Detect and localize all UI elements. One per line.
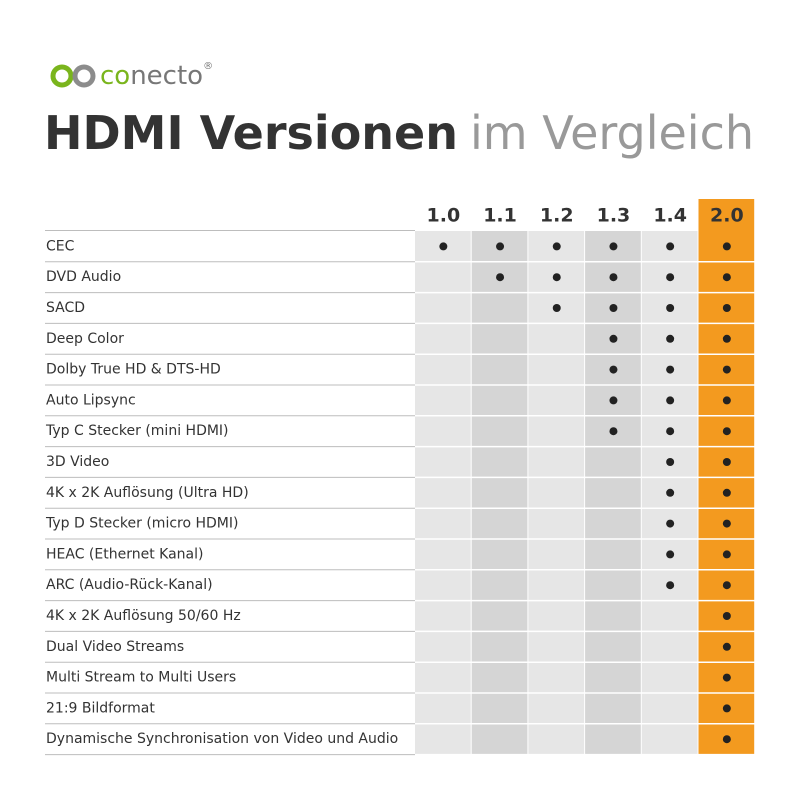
feature-label: Dynamische Synchronisation von Video und… <box>46 731 398 747</box>
support-dot <box>722 642 731 651</box>
support-dot <box>722 396 731 405</box>
highlight-header <box>698 199 755 231</box>
column-background <box>528 231 585 755</box>
support-dot <box>722 735 731 744</box>
support-dot <box>722 304 731 312</box>
support-dot <box>722 673 731 682</box>
support-dot <box>666 365 675 374</box>
logo-ring <box>72 64 96 88</box>
feature-label: Auto Lipsync <box>46 392 136 408</box>
feature-label: Deep Color <box>46 331 124 347</box>
feature-label: 21:9 Bildformat <box>46 700 155 716</box>
support-dot <box>666 519 675 528</box>
support-dot <box>666 488 675 497</box>
support-dot <box>609 396 618 405</box>
logo: conecto® <box>50 61 213 91</box>
support-dot <box>722 612 731 620</box>
support-dot <box>666 304 675 312</box>
support-dot <box>552 242 561 251</box>
column-background <box>585 231 641 755</box>
support-dot <box>666 334 675 343</box>
title-light: im Vergleich <box>470 106 754 160</box>
logo-ring <box>50 64 74 88</box>
feature-label: CEC <box>46 238 75 254</box>
feature-label: HEAC (Ethernet Kanal) <box>46 546 203 562</box>
support-dot <box>722 581 731 590</box>
logo-mark: ® <box>203 61 213 72</box>
support-dot <box>666 396 675 405</box>
feature-label: SACD <box>46 300 85 316</box>
support-dot <box>609 304 618 312</box>
feature-label: Dolby True HD & DTS-HD <box>46 362 221 378</box>
title-bold: HDMI Versionen <box>44 106 458 160</box>
feature-label: Dual Video Streams <box>46 639 184 655</box>
feature-label: DVD Audio <box>46 269 121 285</box>
support-dot <box>722 365 731 374</box>
feature-label: 3D Video <box>46 454 109 470</box>
support-dot <box>496 273 505 282</box>
feature-label: 4K x 2K Auflösung 50/60 Hz <box>46 608 241 624</box>
support-dot <box>439 242 448 251</box>
support-dot <box>609 242 618 251</box>
support-dot <box>722 704 731 713</box>
logo-suffix: necto <box>130 61 203 91</box>
column-header: 1.1 <box>483 205 517 227</box>
support-dot <box>666 550 675 559</box>
support-dot <box>552 273 561 282</box>
column-background <box>415 231 471 755</box>
feature-label: Multi Stream to Multi Users <box>46 670 236 686</box>
support-dot <box>666 273 675 282</box>
support-dot <box>609 334 618 343</box>
feature-label: Typ D Stecker (micro HDMI) <box>45 516 238 532</box>
support-dot <box>496 242 505 251</box>
logo-text: conecto® <box>100 61 213 91</box>
support-dot <box>609 273 618 282</box>
support-dot <box>609 427 618 436</box>
column-header: 1.4 <box>653 205 687 227</box>
support-dot <box>722 273 731 282</box>
support-dot <box>666 581 675 590</box>
column-header: 1.0 <box>427 205 461 227</box>
support-dot <box>666 458 675 466</box>
column-header: 2.0 <box>710 205 744 227</box>
feature-label: 4K x 2K Auflösung (Ultra HD) <box>46 485 249 501</box>
support-dot <box>722 488 731 497</box>
support-dot <box>722 334 731 343</box>
support-dot <box>722 519 731 528</box>
support-dot <box>666 242 675 251</box>
column-header: 1.3 <box>597 205 631 227</box>
feature-label: ARC (Audio-Rück-Kanal) <box>46 577 213 593</box>
support-dot <box>722 458 731 466</box>
support-dot <box>609 365 618 374</box>
support-dot <box>722 427 731 436</box>
title: HDMI Versionen im Vergleich <box>44 106 754 160</box>
table: 1.0 1.1 1.2 1.3 1.4 2.0 CEC DVD Audio SACD Deep C… <box>45 199 756 756</box>
support-dot <box>722 550 731 559</box>
support-dot <box>552 304 561 312</box>
column-background <box>471 231 528 755</box>
support-dot <box>666 427 675 436</box>
support-dot <box>722 242 731 251</box>
column-header: 1.2 <box>540 205 574 227</box>
logo-prefix: co <box>100 61 130 91</box>
feature-label: Typ C Stecker (mini HDMI) <box>45 423 229 439</box>
